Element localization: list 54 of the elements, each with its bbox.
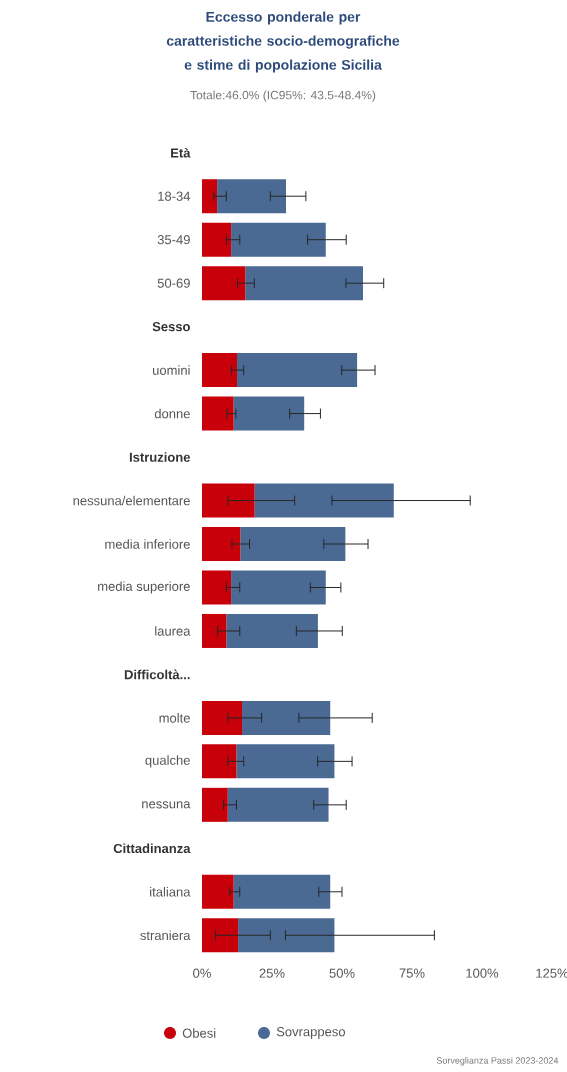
y-tick-label: media inferiore	[105, 539, 190, 549]
y-tick-label: donne	[154, 408, 190, 419]
bar	[233, 396, 305, 431]
bar	[231, 222, 326, 257]
bar	[240, 527, 346, 562]
y-tick-label: uomini	[153, 365, 190, 375]
bar	[242, 700, 331, 735]
bar	[254, 483, 394, 518]
y-tick-label: straniera	[140, 930, 191, 941]
bar	[231, 570, 326, 605]
bar	[202, 613, 227, 648]
bar	[202, 396, 234, 431]
text: Sorveglianza Passi 2023-2024	[436, 1057, 559, 1066]
bar	[236, 744, 335, 779]
y-tick-label: Sesso	[152, 322, 190, 332]
x-tick-label: 50%	[329, 968, 355, 978]
x-tick-label: 25%	[259, 968, 285, 978]
bar	[227, 787, 329, 822]
bar	[237, 353, 358, 388]
x-tick-label: 100%	[466, 968, 499, 978]
y-tick-label: molte	[159, 713, 190, 723]
x-tick-label: 0%	[193, 968, 211, 978]
bar	[202, 527, 241, 562]
bar	[202, 266, 246, 301]
y-tick-label: 50-69	[157, 278, 190, 288]
chart-title: Eccesso ponderale per caratteristiche socio-demografiche e stime di popolazione Sicilia	[166, 11, 400, 73]
y-tick-label: nessuna/elementare	[73, 495, 190, 506]
y-tick-label: Età	[171, 147, 191, 158]
bar	[202, 700, 243, 735]
bar	[202, 570, 232, 605]
bar	[202, 787, 228, 822]
y-tick-label: Istruzione	[129, 452, 191, 462]
bar	[245, 266, 363, 301]
bar	[202, 744, 237, 779]
x-tick-label: 75%	[399, 968, 425, 978]
legend-label: Obesi	[182, 1028, 216, 1038]
y-tick-label: media superiore	[98, 581, 190, 594]
y-tick-label: Difficoltà...	[124, 669, 190, 680]
bar	[226, 613, 318, 648]
legend-label: Sovrappeso	[276, 1027, 346, 1039]
y-tick-label: 18-34	[158, 191, 191, 201]
y-tick-label: qualche	[145, 755, 190, 768]
bar	[202, 179, 218, 214]
chart-subtitle: Totale:46.0% (IC95%: 43.5-48.4%)	[190, 90, 376, 102]
bar	[233, 874, 331, 909]
y-tick-label: laurea	[155, 626, 191, 636]
bar	[202, 874, 234, 909]
bar	[202, 353, 237, 388]
bar	[217, 179, 286, 214]
bar	[202, 222, 232, 257]
y-tick-label: italiana	[150, 887, 191, 897]
y-tick-label: 35-49	[157, 235, 190, 245]
y-tick-label: nessuna	[142, 801, 191, 809]
y-tick-label: Cittadinanza	[113, 843, 191, 854]
